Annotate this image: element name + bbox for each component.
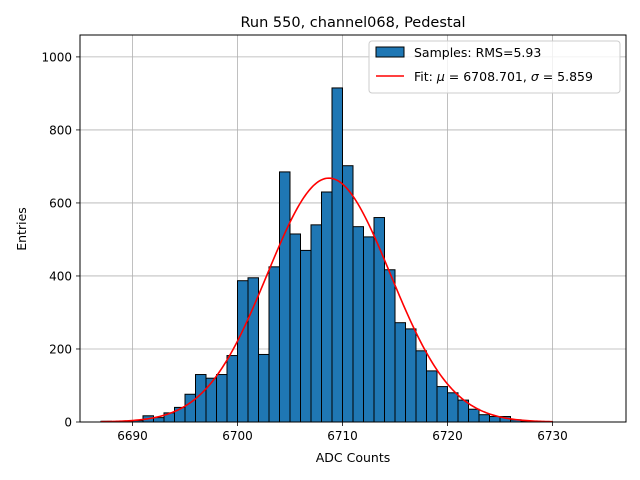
histogram-bar: [205, 377, 217, 423]
y-tick-label: 1000: [41, 50, 72, 64]
y-axis-label: Entries: [14, 207, 29, 251]
histogram-bar: [426, 370, 438, 423]
legend-fit-prefix: Fit:: [414, 69, 437, 84]
histogram-bar: [405, 328, 417, 423]
histogram-bar: [468, 408, 480, 423]
histogram-bar: [478, 414, 490, 423]
x-axis-ticks: 6690 6700 6710 6720 6730: [117, 422, 568, 443]
legend-swatch-samples: [375, 46, 405, 58]
x-axis-label: ADC Counts: [316, 450, 391, 465]
x-tick-label: 6720: [432, 429, 463, 443]
x-tick-label: 6700: [222, 429, 253, 443]
y-tick-label: 200: [49, 342, 72, 356]
histogram-bar: [237, 280, 249, 423]
y-tick-label: 400: [49, 269, 72, 283]
histogram-bar: [279, 171, 291, 423]
legend-fit-sigma-value: = 5.859: [539, 69, 593, 84]
legend-box: [368, 40, 621, 94]
histogram-bar: [331, 87, 343, 423]
histogram-bar: [268, 266, 280, 423]
histogram-bar: [184, 393, 196, 423]
histogram-bar: [352, 226, 364, 423]
fit-curve-layer: [100, 177, 553, 423]
legend-fit-mu-value: = 6708.701,: [445, 69, 531, 84]
y-axis-ticks: 0 200 400 600 800 1000: [41, 50, 80, 430]
histogram-bar: [394, 322, 406, 423]
histogram-bar: [258, 353, 270, 423]
x-tick-label: 6730: [537, 429, 568, 443]
plot-frame: [79, 34, 627, 423]
histogram-bar: [342, 165, 354, 423]
x-tick-label: 6690: [117, 429, 148, 443]
histogram-bar: [384, 269, 396, 423]
histogram-bar: [457, 399, 469, 423]
histogram-bar: [289, 233, 301, 423]
x-tick-label: 6710: [327, 429, 358, 443]
histogram-bar: [447, 392, 459, 423]
histogram-bar: [226, 355, 238, 423]
y-tick-label: 600: [49, 196, 72, 210]
gaussian-fit-curve: [100, 177, 553, 423]
y-tick-label: 0: [64, 416, 72, 430]
legend: Samples: RMS=5.93 Fit: μ = 6708.701, σ =…: [368, 40, 621, 94]
histogram-bar: [436, 386, 448, 423]
legend-fit-mu-symbol: μ: [436, 69, 445, 84]
histogram-bar: [216, 374, 228, 423]
legend-label-samples: Samples: RMS=5.93: [414, 45, 541, 60]
histogram-bar: [415, 350, 427, 423]
histogram-bar: [321, 191, 333, 423]
legend-fit-sigma-symbol: σ: [531, 69, 540, 84]
chart-title: Run 550, channel068, Pedestal: [240, 15, 465, 31]
legend-label-fit: Fit: μ = 6708.701, σ = 5.859: [414, 69, 593, 84]
histogram-bar: [300, 249, 312, 423]
y-tick-label: 800: [49, 123, 72, 137]
histogram-bar: [363, 236, 375, 423]
histogram-bar: [310, 224, 322, 423]
